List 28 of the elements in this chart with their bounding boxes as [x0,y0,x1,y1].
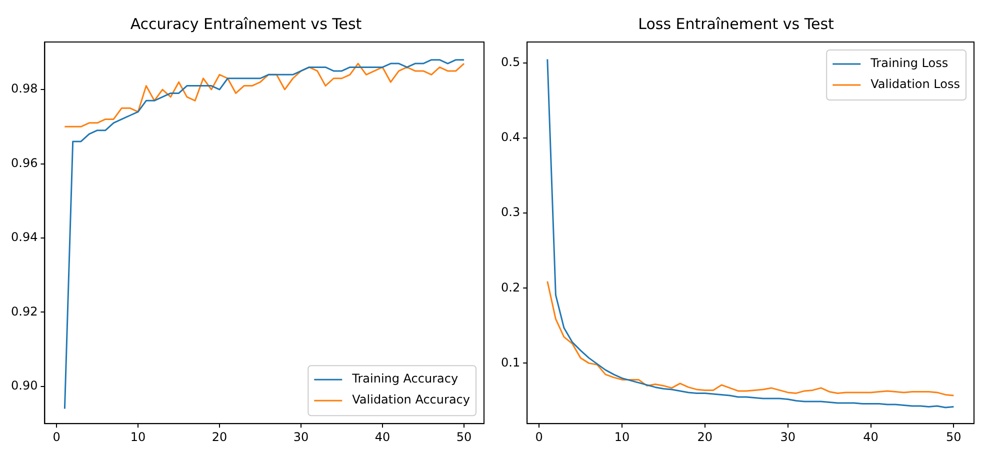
x-tick-label: 0 [52,430,60,444]
chart-title: Accuracy Entraînement vs Test [130,14,362,33]
x-tick-label: 20 [212,430,228,444]
x-tick-label: 0 [535,430,543,444]
legend-label: Validation Loss [870,77,960,92]
y-tick-label: 0.92 [11,304,38,318]
chart-title: Loss Entraînement vs Test [638,14,834,33]
legend-label: Training Accuracy [351,372,458,386]
x-tick-label: 20 [697,430,713,444]
x-tick-label: 50 [946,430,962,444]
y-tick-label: 0.3 [500,205,520,220]
y-tick-label: 0.2 [500,280,520,294]
x-tick-label: 10 [130,430,146,444]
y-tick-label: 0.96 [11,156,38,170]
y-tick-label: 0.94 [11,230,38,244]
x-tick-label: 30 [780,430,796,444]
x-tick-label: 30 [293,430,309,444]
legend-label: Training Loss [870,56,948,70]
x-tick-label: 40 [863,430,878,444]
x-tick-label: 10 [614,430,630,444]
y-tick-label: 0.1 [500,355,520,370]
x-tick-label: 40 [374,430,390,444]
y-tick-label: 0.90 [11,378,38,393]
y-tick-label: 0.5 [500,55,520,70]
y-tick-label: 0.98 [11,82,38,96]
x-tick-label: 50 [456,430,472,444]
y-tick-label: 0.4 [500,130,520,144]
legend-label: Validation Accuracy [352,392,470,407]
